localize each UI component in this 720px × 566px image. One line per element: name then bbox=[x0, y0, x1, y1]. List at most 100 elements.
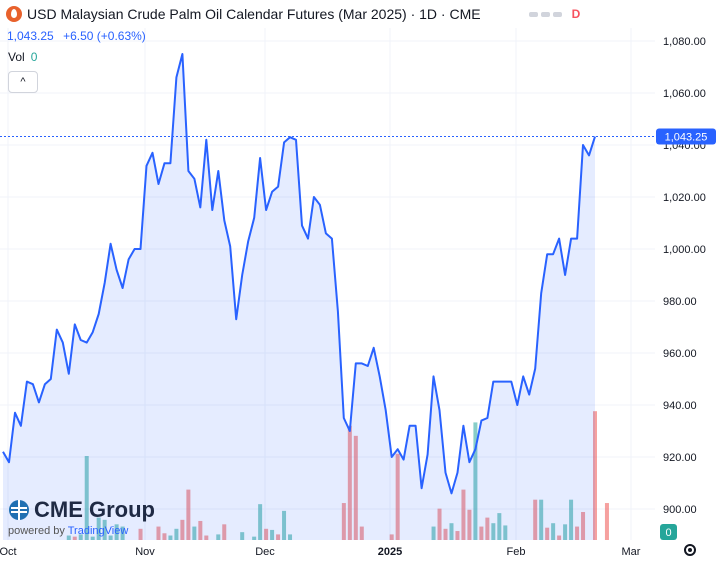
volume-value: 0 bbox=[30, 50, 38, 64]
volume-bar bbox=[186, 489, 191, 540]
volume-bar bbox=[90, 536, 95, 540]
volume-bar bbox=[216, 534, 221, 540]
volume-value-badge: 0 bbox=[660, 524, 677, 540]
price-change: +6.50 (+0.63%) bbox=[63, 29, 146, 43]
quote-line: 1,043.25 +6.50 (+0.63%) bbox=[7, 29, 152, 43]
volume-bar bbox=[604, 503, 609, 540]
volume-bar bbox=[174, 528, 179, 540]
volume-label: Vol bbox=[8, 50, 25, 64]
volume-bar bbox=[533, 499, 538, 540]
x-tick-label: Nov bbox=[135, 546, 155, 558]
volume-bar bbox=[84, 456, 89, 540]
collapse-legend-button[interactable]: ^ bbox=[8, 71, 38, 93]
volume-bar bbox=[222, 524, 227, 540]
volume-bar bbox=[341, 503, 346, 540]
powered-by-prefix: powered by bbox=[8, 525, 65, 537]
brand-name: CME Group bbox=[34, 497, 155, 522]
y-tick-label: 1,060.00 bbox=[663, 88, 706, 100]
volume-bar bbox=[539, 499, 544, 540]
volume-bar bbox=[102, 519, 107, 540]
volume-bar bbox=[479, 526, 484, 540]
chart-grid bbox=[0, 28, 655, 540]
volume-bar bbox=[264, 528, 269, 540]
last-price: 1,043.25 bbox=[7, 29, 54, 43]
cme-globe-icon bbox=[9, 500, 29, 520]
volume-bar bbox=[395, 453, 400, 540]
volume-bar bbox=[455, 531, 460, 540]
volume-bar bbox=[581, 512, 586, 540]
last-price-label: 1,043.25 bbox=[665, 132, 708, 144]
x-tick-label: Dec bbox=[255, 546, 275, 558]
volume-bar bbox=[72, 536, 77, 540]
y-tick-label: 980.00 bbox=[663, 296, 697, 308]
volume-bar bbox=[545, 527, 550, 540]
volume-bar bbox=[288, 534, 293, 540]
y-tick-label: 900.00 bbox=[663, 504, 697, 516]
volume-bar bbox=[120, 526, 125, 540]
x-tick-label: 2025 bbox=[378, 546, 402, 558]
volume-bar bbox=[240, 532, 245, 540]
volume-bar bbox=[593, 411, 597, 540]
volume-bar bbox=[473, 422, 478, 540]
volume-bar bbox=[252, 536, 257, 540]
y-tick-label: 1,080.00 bbox=[663, 36, 706, 48]
volume-bar bbox=[162, 533, 167, 540]
volume-bar bbox=[443, 528, 448, 540]
volume-bar bbox=[461, 489, 466, 540]
y-tick-label: 920.00 bbox=[663, 452, 697, 464]
y-tick-label: 940.00 bbox=[663, 400, 697, 412]
volume-bar bbox=[491, 523, 496, 540]
volume-bar bbox=[359, 526, 364, 540]
x-axis: Oct Nov Dec 2025 Feb Mar bbox=[0, 546, 641, 558]
y-tick-label: 960.00 bbox=[663, 348, 697, 360]
volume-bar bbox=[282, 510, 287, 540]
volume-bar bbox=[66, 535, 71, 540]
y-axis: 1,080.001,060.001,040.001,020.001,000.00… bbox=[663, 36, 706, 516]
settings-gear-icon[interactable] bbox=[684, 544, 696, 556]
volume-value-label: 0 bbox=[665, 527, 671, 539]
volume-bar bbox=[198, 520, 203, 540]
price-line bbox=[2, 53, 596, 495]
chart-header: USD Malaysian Crude Palm Oil Calendar Fu… bbox=[6, 6, 580, 22]
volume-bar bbox=[503, 525, 508, 540]
volume-bars bbox=[66, 411, 609, 540]
symbol-title: USD Malaysian Crude Palm Oil Calendar Fu… bbox=[27, 6, 481, 22]
volume-bar bbox=[467, 509, 472, 540]
volume-bar bbox=[96, 517, 101, 540]
price-area-fill bbox=[3, 54, 595, 540]
volume-legend: Vol 0 bbox=[8, 50, 37, 64]
y-tick-label: 1,020.00 bbox=[663, 192, 706, 204]
volume-bar bbox=[497, 513, 502, 540]
x-tick-label: Mar bbox=[622, 546, 641, 558]
volume-bar bbox=[192, 526, 197, 540]
delayed-flag[interactable]: D bbox=[571, 7, 581, 21]
x-tick-label: Feb bbox=[507, 546, 526, 558]
y-tick-label: 1,000.00 bbox=[663, 244, 706, 256]
volume-bar bbox=[551, 523, 556, 540]
volume-bar bbox=[258, 504, 263, 540]
volume-bar bbox=[270, 529, 275, 540]
volume-bar bbox=[437, 508, 442, 540]
volume-bar bbox=[449, 523, 454, 540]
volume-bar bbox=[431, 526, 436, 540]
volume-bar bbox=[180, 519, 185, 540]
volume-bar bbox=[575, 526, 580, 540]
volume-bar bbox=[204, 535, 209, 540]
volume-bar bbox=[389, 534, 394, 540]
volume-bar bbox=[353, 435, 358, 540]
volume-bar bbox=[276, 534, 281, 540]
data-status-indicator bbox=[528, 11, 562, 17]
volume-bar bbox=[563, 524, 568, 540]
volume-bar bbox=[138, 528, 143, 540]
powered-by: powered by TradingView bbox=[8, 525, 155, 537]
volume-bar bbox=[557, 535, 562, 540]
last-price-badge: 1,043.25 bbox=[656, 128, 716, 145]
volume-bar bbox=[78, 534, 83, 540]
volume-bar bbox=[114, 524, 119, 540]
volume-bar bbox=[485, 517, 490, 540]
cme-group-logo: CME Group bbox=[8, 497, 155, 523]
volume-bar bbox=[168, 535, 173, 540]
volume-bar bbox=[108, 535, 113, 540]
tradingview-link[interactable]: TradingView bbox=[67, 525, 129, 537]
